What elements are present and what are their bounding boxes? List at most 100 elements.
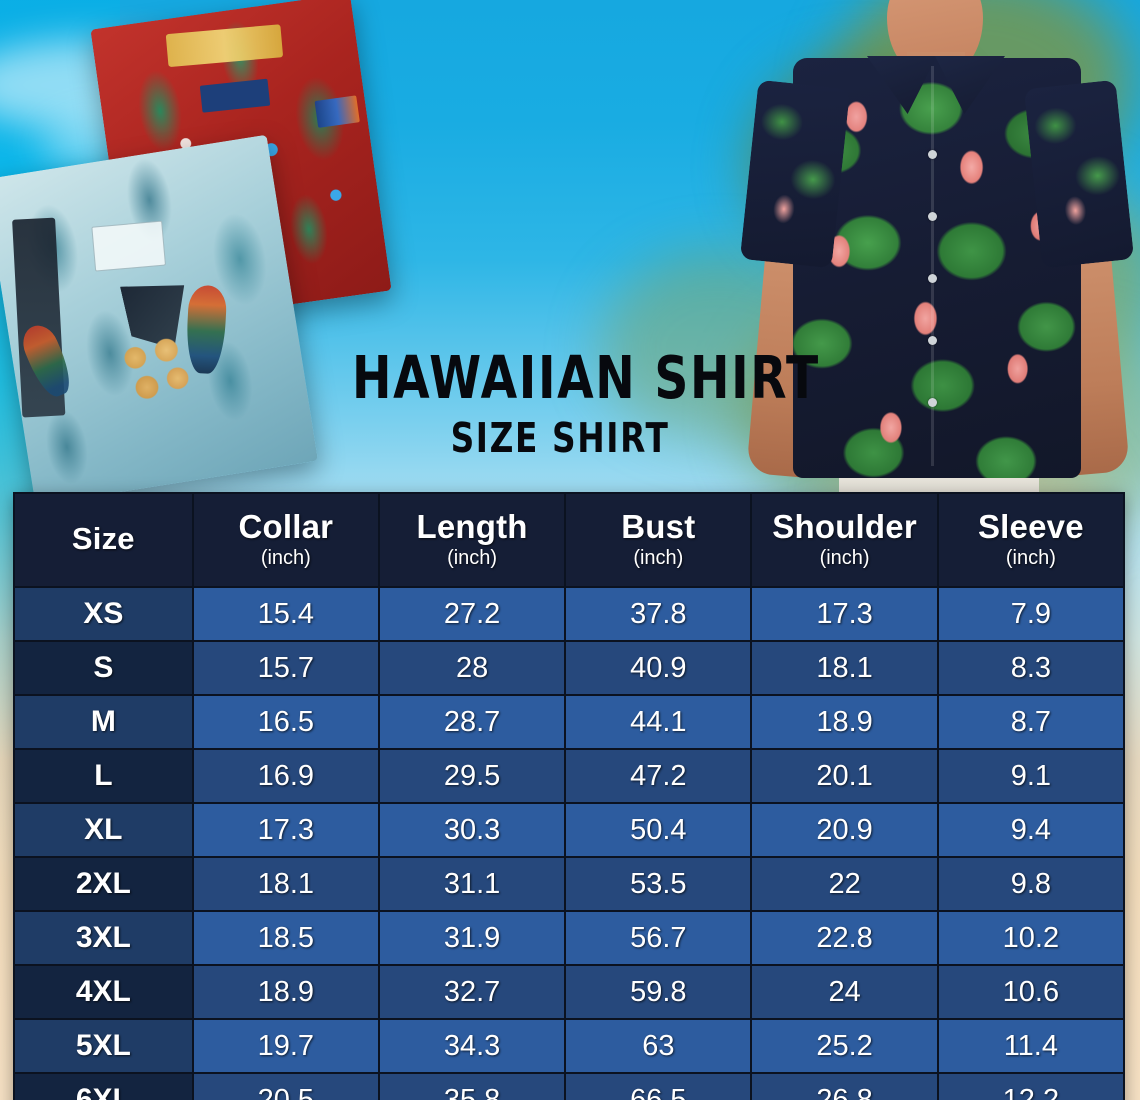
cell-collar: 15.7 xyxy=(191,640,380,696)
cell-sleeve: 10.6 xyxy=(936,964,1126,1020)
blue-hawaiian-shirt xyxy=(0,134,319,506)
column-header-collar-label: Collar xyxy=(238,508,334,546)
cell-collar: 16.9 xyxy=(191,748,380,804)
cell-length: 35.8 xyxy=(377,1072,567,1100)
cell-collar: 18.1 xyxy=(191,856,380,912)
table-row: 3XL 18.5 31.9 56.7 22.8 10.2 xyxy=(13,910,1126,966)
shirt-button xyxy=(928,336,937,345)
cell-sleeve: 10.2 xyxy=(936,910,1126,966)
column-header-bust-label: Bust xyxy=(621,508,696,546)
cell-bust: 50.4 xyxy=(564,802,753,858)
cell-length: 29.5 xyxy=(377,748,567,804)
cell-collar: 17.3 xyxy=(191,802,380,858)
cell-length: 28.7 xyxy=(377,694,567,750)
table-row: XL 17.3 30.3 50.4 20.9 9.4 xyxy=(13,802,1126,858)
cell-size: 4XL xyxy=(13,964,194,1020)
cell-sleeve: 12.2 xyxy=(936,1072,1126,1100)
cell-length: 31.1 xyxy=(377,856,567,912)
cell-bust: 40.9 xyxy=(564,640,753,696)
cell-shoulder: 22.8 xyxy=(750,910,939,966)
table-row: M 16.5 28.7 44.1 18.9 8.7 xyxy=(13,694,1126,750)
column-header-sleeve-label: Sleeve xyxy=(977,508,1084,546)
cell-shoulder: 20.1 xyxy=(750,748,939,804)
cell-collar: 18.5 xyxy=(191,910,380,966)
cell-bust: 53.5 xyxy=(564,856,753,912)
cell-size: XL xyxy=(13,802,194,858)
shirt-button xyxy=(928,398,937,407)
cell-shoulder: 17.3 xyxy=(750,586,939,642)
cell-sleeve: 9.1 xyxy=(936,748,1126,804)
shirt-sleeve-logo xyxy=(314,95,361,128)
cell-collar: 16.5 xyxy=(191,694,380,750)
cell-length: 28 xyxy=(377,640,567,696)
table-header-row: Size Collar (inch) Length (inch) Bust (i… xyxy=(13,492,1126,588)
column-header-sleeve-unit: (inch) xyxy=(1005,546,1056,569)
cell-sleeve: 9.8 xyxy=(936,856,1126,912)
cell-length: 30.3 xyxy=(377,802,567,858)
column-header-shoulder: Shoulder (inch) xyxy=(750,492,939,588)
column-header-collar-unit: (inch) xyxy=(260,546,311,569)
cell-shoulder: 18.9 xyxy=(750,694,939,750)
column-header-size: Size xyxy=(13,492,194,588)
column-header-shoulder-label: Shoulder xyxy=(772,508,917,546)
cell-size: XS xyxy=(13,586,194,642)
column-header-shoulder-unit: (inch) xyxy=(819,546,870,569)
page-subtitle: SIZE SHIRT xyxy=(450,414,670,462)
shirt-pocket xyxy=(91,220,166,272)
shirt-collar-band xyxy=(166,24,284,68)
cell-size: 2XL xyxy=(13,856,194,912)
cell-shoulder: 22 xyxy=(750,856,939,912)
cell-shoulder: 25.2 xyxy=(750,1018,939,1074)
cell-length: 34.3 xyxy=(377,1018,567,1074)
cell-size: S xyxy=(13,640,194,696)
column-header-length: Length (inch) xyxy=(377,492,567,588)
cell-shoulder: 26.8 xyxy=(750,1072,939,1100)
cell-sleeve: 9.4 xyxy=(936,802,1126,858)
column-header-bust: Bust (inch) xyxy=(564,492,753,588)
cell-length: 32.7 xyxy=(377,964,567,1020)
cell-sleeve: 11.4 xyxy=(936,1018,1126,1074)
cell-bust: 44.1 xyxy=(564,694,753,750)
cell-collar: 19.7 xyxy=(191,1018,380,1074)
table-row: 4XL 18.9 32.7 59.8 24 10.6 xyxy=(13,964,1126,1020)
cell-bust: 56.7 xyxy=(564,910,753,966)
page-title: HAWAIIAN SHIRT xyxy=(352,343,820,412)
cell-length: 31.9 xyxy=(377,910,567,966)
cell-bust: 47.2 xyxy=(564,748,753,804)
poster-title-block: HAWAIIAN SHIRT SIZE SHIRT xyxy=(300,348,820,459)
column-header-length-unit: (inch) xyxy=(447,546,498,569)
shirt-right-sleeve xyxy=(1023,79,1135,269)
cell-size: 5XL xyxy=(13,1018,194,1074)
cell-bust: 66.5 xyxy=(564,1072,753,1100)
cell-sleeve: 8.3 xyxy=(936,640,1126,696)
size-chart-table: Size Collar (inch) Length (inch) Bust (i… xyxy=(13,492,1126,1100)
cell-shoulder: 18.1 xyxy=(750,640,939,696)
model-photo xyxy=(735,0,1135,492)
table-row: 5XL 19.7 34.3 63 25.2 11.4 xyxy=(13,1018,1126,1074)
table-row: L 16.9 29.5 47.2 20.1 9.1 xyxy=(13,748,1126,804)
cell-sleeve: 8.7 xyxy=(936,694,1126,750)
table-row: XS 15.4 27.2 37.8 17.3 7.9 xyxy=(13,586,1126,642)
cell-size: L xyxy=(13,748,194,804)
cell-size: 3XL xyxy=(13,910,194,966)
column-header-sleeve: Sleeve (inch) xyxy=(936,492,1126,588)
shirt-button xyxy=(928,274,937,283)
cell-bust: 59.8 xyxy=(564,964,753,1020)
column-header-length-label: Length xyxy=(416,508,528,546)
table-row: S 15.7 28 40.9 18.1 8.3 xyxy=(13,640,1126,696)
table-row: 2XL 18.1 31.1 53.5 22 9.8 xyxy=(13,856,1126,912)
cell-collar: 15.4 xyxy=(191,586,380,642)
cell-length: 27.2 xyxy=(377,586,567,642)
cell-collar: 20.5 xyxy=(191,1072,380,1100)
cell-shoulder: 20.9 xyxy=(750,802,939,858)
shirt-button xyxy=(928,212,937,221)
shirt-placket-line xyxy=(931,66,934,466)
column-header-collar: Collar (inch) xyxy=(191,492,380,588)
shirt-left-sleeve xyxy=(739,79,851,269)
table-header: Size Collar (inch) Length (inch) Bust (i… xyxy=(13,492,1126,588)
cell-bust: 63 xyxy=(564,1018,753,1074)
table-body: XS 15.4 27.2 37.8 17.3 7.9 S 15.7 28 40.… xyxy=(13,586,1126,1100)
column-header-bust-unit: (inch) xyxy=(633,546,684,569)
cell-sleeve: 7.9 xyxy=(936,586,1126,642)
